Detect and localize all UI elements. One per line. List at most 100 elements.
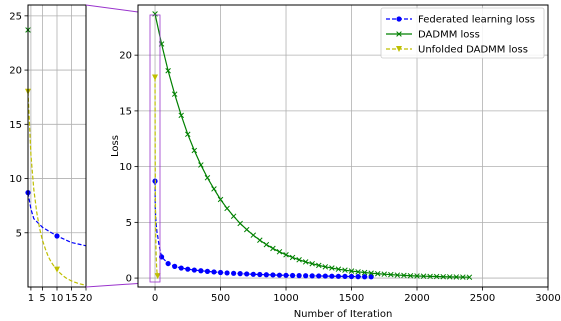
legend-box: [380, 7, 545, 59]
main-point-1-5-b: [185, 131, 191, 138]
main-series-1: [152, 11, 473, 280]
main-point-0-27: [283, 272, 289, 278]
main-y-tick-label-4: 20: [119, 51, 132, 62]
main-point-1-45: [447, 274, 453, 280]
main-point-1-35: [381, 271, 388, 277]
legend-marker-1: [396, 31, 402, 37]
main-point-1-23: [302, 259, 309, 265]
main-point-0-9: [165, 260, 171, 267]
main-point-1-32-b: [361, 269, 368, 276]
main-point-1-11: [224, 205, 230, 212]
main-point-0-14: [198, 268, 204, 274]
legend-label-2: Unfolded DADMM loss: [418, 45, 528, 56]
main-point-1-17-b: [263, 241, 270, 248]
main-point-0-40: [368, 274, 374, 280]
main-point-1-37-b: [394, 272, 401, 278]
main-point-1-48-b: [466, 274, 473, 280]
main-point-1-10-b: [217, 196, 224, 203]
main-point-1-14-b: [243, 226, 250, 233]
main-point-1-27-b: [329, 265, 335, 271]
main-point-1-25-b: [316, 262, 322, 269]
main-point-1-47: [460, 274, 466, 280]
main-point-1-4: [178, 112, 184, 119]
main-point-1-22: [296, 257, 302, 263]
main-point-1-3-b: [171, 91, 178, 97]
main-point-1-22-b: [296, 257, 302, 263]
main-point-1-24-b: [309, 260, 315, 267]
main-point-1-39-b: [407, 272, 414, 279]
main-point-1-30-b: [348, 268, 355, 274]
main-point-1-33: [368, 270, 374, 276]
main-point-1-29: [342, 267, 348, 273]
main-point-1-38: [401, 272, 407, 279]
main-point-1-21: [289, 254, 296, 261]
main-point-2-0: [152, 74, 159, 81]
legend-label-0: Federated learning loss: [418, 15, 535, 26]
main-point-1-26: [322, 264, 329, 270]
main-point-1-2: [165, 68, 171, 74]
main-point-1-0: [152, 11, 158, 17]
main-series-0: [152, 178, 374, 280]
main-x-tick-label-3: 1500: [339, 293, 364, 304]
main-point-1-8: [204, 175, 211, 181]
main-point-1-13: [237, 220, 243, 227]
main-point-0-11: [178, 265, 184, 271]
main-point-1-9-b: [211, 186, 217, 192]
main-frame: [137, 4, 549, 288]
main-point-0-10: [172, 263, 178, 269]
main-point-1-42: [427, 273, 433, 280]
legend-label-1: DADMM loss: [418, 30, 480, 41]
main-point-1-29-b: [342, 267, 348, 273]
main-point-1-23-b: [302, 259, 309, 265]
legend-entry-0: Federated learning loss: [386, 15, 535, 26]
inset-y-tick-label-3: 20: [9, 66, 22, 77]
main-point-1-34: [374, 270, 381, 277]
inset-grid: [28, 5, 87, 287]
legend-marker-0: [396, 16, 402, 22]
main-point-2-20: [154, 273, 161, 280]
inset-y-tick-label-1: 10: [9, 174, 22, 185]
main-point-0-33: [322, 273, 328, 279]
main-point-1-42-b: [427, 273, 433, 280]
main-point-1-41: [420, 273, 427, 279]
main-point-0-18: [224, 270, 230, 276]
legend-entries: Federated learning loss DADMM loss Unfolde…: [386, 15, 535, 56]
inset-x-tick-label-0: 1: [28, 293, 34, 304]
main-point-1-9: [211, 186, 217, 192]
main-series-2: [152, 74, 161, 280]
main-y-tick-label-1: 5: [126, 218, 132, 229]
main-point-1-15: [250, 232, 257, 238]
main-y-tick-label-2: 10: [119, 162, 132, 173]
main-point-1-31-b: [355, 269, 361, 275]
legend: Federated learning loss DADMM loss Unfolde…: [380, 7, 545, 59]
inset-frame: [27, 4, 87, 288]
main-point-1-15-b: [250, 232, 257, 238]
legend-entry-2: Unfolded DADMM loss: [386, 45, 528, 56]
inset-series-line-0: [27, 192, 87, 247]
main-point-0-32: [316, 273, 322, 279]
main-point-1-47-b: [460, 274, 466, 280]
main-point-0-12: [185, 266, 191, 272]
main-point-1-34-b: [374, 270, 381, 277]
main-point-1-32: [361, 269, 368, 276]
legend-entry-1: DADMM loss: [386, 30, 480, 41]
inset-x-tick-label-3: 15: [65, 293, 78, 304]
main-point-1-26-b: [322, 264, 329, 270]
main-x-tick-label-4: 2000: [404, 293, 429, 304]
main-x-ticks: 0 500 1000 1500 2000 2500 3000: [152, 287, 561, 304]
main-point-1-21-b: [289, 254, 296, 261]
main-point-1-10: [217, 196, 224, 203]
main-point-0-30: [303, 273, 309, 279]
main-point-1-33-b: [368, 270, 374, 276]
main-point-1-16: [257, 237, 263, 243]
main-point-0-35: [335, 273, 342, 279]
main-point-1-40: [414, 273, 420, 279]
main-point-1-7-b: [198, 162, 204, 168]
main-point-1-38-b: [401, 272, 407, 279]
main-point-1-12: [230, 213, 237, 219]
main-point-1-20-b: [283, 252, 289, 258]
inset-y-ticks: 5 10 15 20 25: [9, 11, 28, 239]
y-axis-label: Loss: [110, 135, 121, 157]
main-point-1-46: [453, 274, 460, 280]
